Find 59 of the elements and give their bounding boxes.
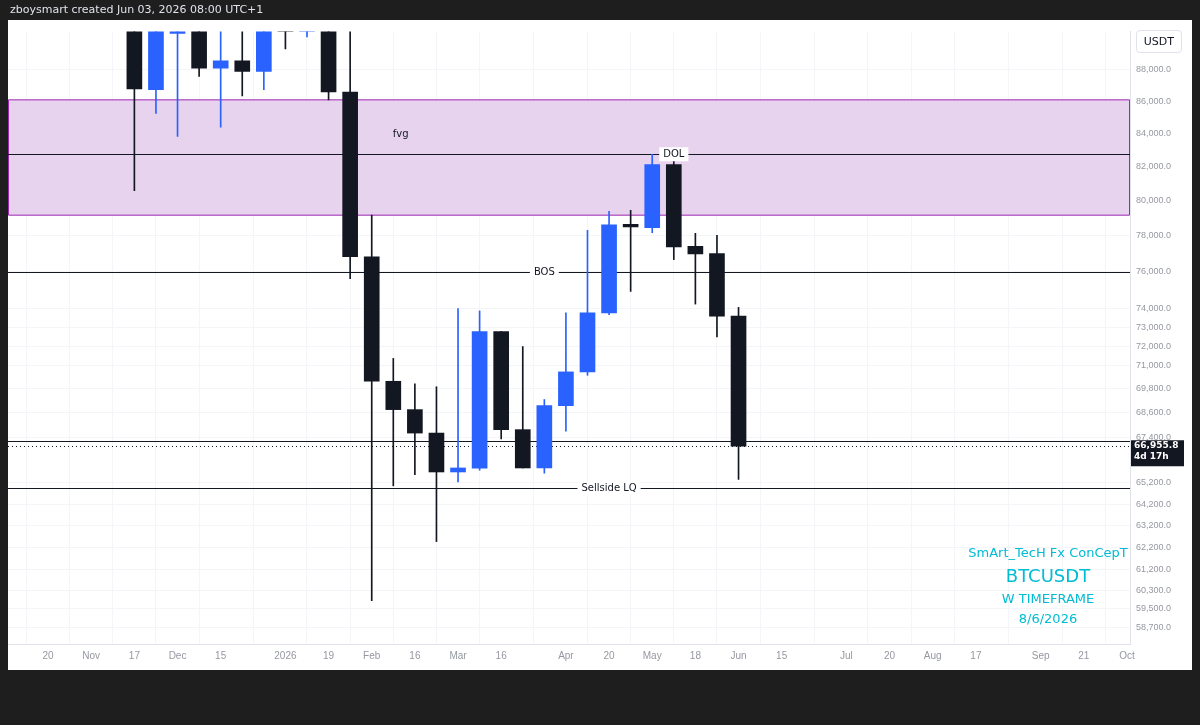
y-tick-label: 72,000.0 [1136, 340, 1172, 351]
y-tick-label: 65,200.0 [1136, 477, 1172, 488]
y-tick-label: 58,700.0 [1136, 621, 1172, 632]
x-tick-label: 21 [1078, 649, 1090, 661]
y-tick-label: 64,200.0 [1136, 498, 1172, 509]
x-tick-label: 20 [42, 649, 55, 661]
x-tick-label: 15 [776, 649, 788, 661]
annotation: W TIMEFRAME [1000, 591, 1096, 606]
x-tick-label: 16 [495, 649, 508, 661]
x-tick-label: Mar [449, 649, 468, 661]
x-tick-label: May [642, 649, 662, 661]
x-tick-label: Dec [168, 649, 187, 661]
candlestick [212, 31, 229, 128]
x-tick-label: Jun [730, 649, 747, 661]
y-tick-label: 62,200.0 [1136, 542, 1172, 553]
y-tick-label: 73,000.0 [1136, 321, 1172, 332]
annotation: Sellside LQ [581, 481, 637, 493]
y-tick-label: 63,200.0 [1136, 520, 1172, 531]
band-label: fvg [392, 128, 409, 140]
annotation: SmArt_TecH Fx ConCepT [968, 545, 1128, 560]
x-tick-label: Apr [558, 649, 575, 661]
x-tick-label: 20 [884, 649, 896, 661]
y-tick-label: 76,000.0 [1136, 266, 1172, 277]
x-tick-label: 19 [323, 649, 335, 661]
y-tick-label: 60,300.0 [1136, 584, 1172, 595]
y-tick-label: 74,000.0 [1136, 302, 1172, 313]
x-tick-label: 17 [128, 649, 141, 661]
x-tick-label: 2026 [274, 649, 297, 661]
y-tick-label: 71,000.0 [1136, 359, 1172, 370]
y-tick-label: 67,400.0 [1136, 431, 1172, 442]
x-tick-label: Jul [840, 649, 853, 661]
x-tick-label: Oct [1119, 649, 1135, 661]
candlestick [234, 31, 251, 97]
x-tick-label: 15 [215, 649, 227, 661]
annotation: DOL [663, 147, 685, 159]
x-tick-label: Feb [363, 649, 381, 661]
y-axis-title: USDT [1135, 30, 1182, 53]
y-tick-label: 86,000.0 [1136, 95, 1172, 106]
x-tick-label: 20 [603, 649, 616, 661]
x-tick-label: Nov [82, 649, 101, 661]
chart-title: zboysmart created Jun 03, 2026 08:00 UTC+1 [10, 3, 264, 16]
y-tick-label: 78,000.0 [1136, 230, 1172, 241]
annotation: BOS [533, 266, 555, 277]
x-tick-label: 16 [409, 649, 421, 661]
x-tick-label: 17 [970, 649, 982, 661]
ref-line-label: 66,955.8 4d 17h [1134, 440, 1179, 462]
y-tick-label: 80,000.0 [1136, 195, 1172, 206]
x-tick-label: 18 [689, 649, 702, 661]
x-tick-label: Sep [1031, 649, 1050, 661]
x-tick-label: Aug [923, 649, 942, 661]
annotation: 8/6/2026 [1017, 611, 1079, 626]
y-tick-label: 88,000.0 [1136, 64, 1172, 75]
y-tick-label: 84,000.0 [1136, 128, 1172, 139]
annotation: BTCUSDT [1004, 565, 1092, 586]
y-tick-label: 68,600.0 [1136, 407, 1172, 418]
y-tick-label: 61,200.0 [1136, 564, 1172, 575]
y-tick-label: 69,800.0 [1136, 383, 1172, 394]
y-tick-label: 59,500.0 [1136, 603, 1172, 614]
y-tick-label: 82,000.0 [1136, 161, 1172, 172]
